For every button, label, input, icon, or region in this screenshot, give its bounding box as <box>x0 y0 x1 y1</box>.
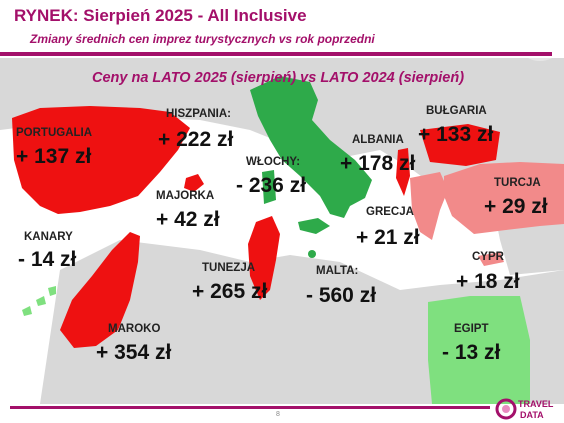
region-sardinia <box>262 170 276 204</box>
value-malta: - 560 zł <box>306 284 377 307</box>
value-bulgaria: + 133 zł <box>418 123 494 146</box>
region-mallorca <box>184 174 204 192</box>
header-divider <box>0 52 552 56</box>
label-bulgaria: BUŁGARIA <box>426 105 487 117</box>
region-spain <box>12 106 190 214</box>
label-maroko: MAROKO <box>108 323 161 335</box>
region-italy <box>250 76 372 218</box>
page-title: RYNEK: Sierpień 2025 - All Inclusive <box>14 6 307 25</box>
label-albania: ALBANIA <box>352 134 404 146</box>
value-cypr: + 18 zł <box>456 270 520 293</box>
value-albania: + 178 zł <box>340 152 416 175</box>
label-cypr: CYPR <box>472 251 504 263</box>
value-egipt: - 13 zł <box>442 341 501 364</box>
value-grecja: + 21 zł <box>356 226 420 249</box>
value-portugalia: + 137 zł <box>16 145 92 168</box>
logo-text-line2: DATA <box>520 410 544 420</box>
region-canary-islands <box>22 286 56 316</box>
logo-text-line1: TRAVEL <box>518 399 554 409</box>
value-hiszpania: + 222 zł <box>158 128 234 151</box>
logo-ring-icon <box>495 398 517 420</box>
label-hiszpania: HISZPANIA: <box>166 108 231 120</box>
region-albania <box>396 148 410 196</box>
region-sicily <box>298 218 330 234</box>
map-heading: Ceny na LATO 2025 (sierpień) vs LATO 202… <box>92 70 465 86</box>
region-tunisia <box>248 216 280 300</box>
value-majorka: + 42 zł <box>156 208 220 231</box>
region-bulgaria <box>420 124 500 166</box>
logo-dot-icon <box>502 405 510 413</box>
region-greece <box>410 172 448 240</box>
region-morocco <box>60 232 140 348</box>
label-portugalia: PORTUGALIA <box>16 127 93 139</box>
footer-divider <box>10 406 490 409</box>
label-grecja: GRECJA <box>366 206 414 218</box>
label-tunezja: TUNEZJA <box>202 262 256 274</box>
label-majorka: MAJORKA <box>156 190 215 202</box>
value-tunezja: + 265 zł <box>192 280 268 303</box>
region-cyprus <box>478 252 504 266</box>
page-subtitle: Zmiany średnich cen imprez turystycznych… <box>30 32 375 46</box>
label-wlochy: WŁOCHY: <box>246 156 301 168</box>
page-number: 8 <box>276 411 280 418</box>
label-turcja: TURCJA <box>494 177 541 189</box>
label-malta: MALTA: <box>316 265 359 277</box>
region-turkey <box>444 162 564 234</box>
travel-data-logo: TRAVEL DATA <box>495 398 554 420</box>
value-turcja: + 29 zł <box>484 195 548 218</box>
region-egypt <box>428 296 530 404</box>
mediterranean-map <box>0 58 564 404</box>
value-wlochy: - 236 zł <box>236 174 307 197</box>
label-kanary: KANARY <box>24 231 73 243</box>
region-malta <box>308 250 316 258</box>
value-kanary: - 14 zł <box>18 248 77 271</box>
value-maroko: + 354 zł <box>96 341 172 364</box>
label-egipt: EGIPT <box>454 323 489 335</box>
